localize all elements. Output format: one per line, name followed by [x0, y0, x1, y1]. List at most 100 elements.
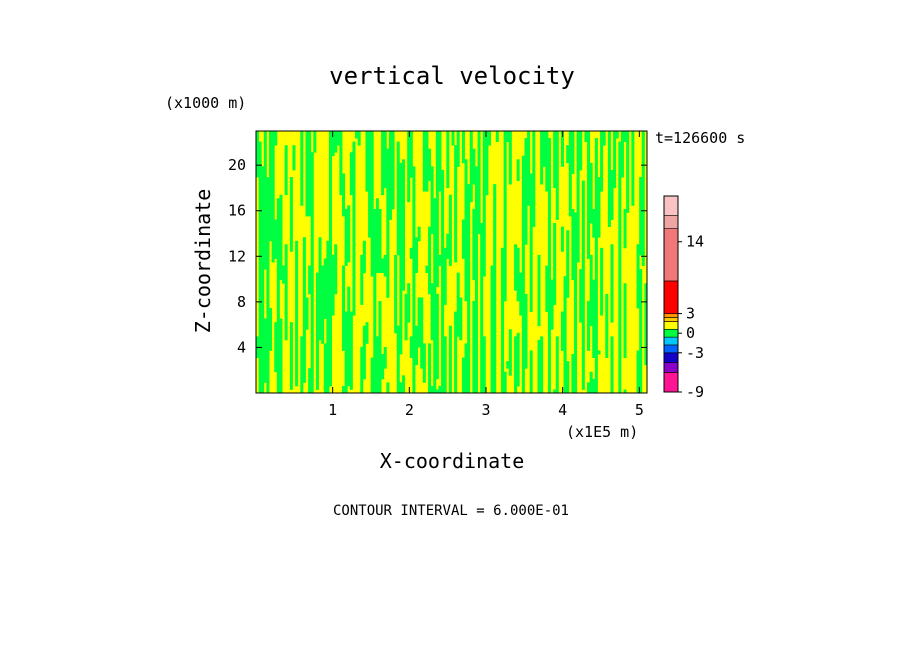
- colorbar-level: [663, 344, 679, 354]
- field-cell: [370, 131, 374, 277]
- field-cell: [639, 269, 643, 394]
- field-cell: [493, 184, 497, 394]
- field-cell: [344, 208, 348, 266]
- field-cell: [592, 378, 596, 394]
- field-cell: [256, 131, 260, 178]
- y-tick-label: 16: [228, 202, 246, 220]
- field-cell: [524, 138, 528, 245]
- field-cell: [566, 361, 570, 394]
- field-cell: [461, 219, 465, 259]
- field-cell: [626, 131, 630, 213]
- field-cell: [542, 131, 546, 167]
- field-cell: [560, 131, 564, 167]
- field-cell: [339, 131, 343, 196]
- field-cell: [352, 141, 356, 316]
- field-cell: [373, 208, 377, 394]
- field-cell: [269, 308, 273, 351]
- field-cell: [589, 162, 593, 224]
- field-cell: [381, 131, 385, 196]
- field-cell: [441, 169, 445, 394]
- field-cell: [302, 237, 306, 383]
- field-cell: [274, 322, 278, 373]
- field-cell: [474, 166, 478, 394]
- colorbar-level: [663, 372, 679, 393]
- field-cell: [446, 233, 450, 259]
- colorbar-level: [663, 328, 679, 338]
- field-cell: [334, 131, 338, 153]
- field-cell: [430, 283, 434, 341]
- field-cell: [446, 131, 450, 189]
- field-cell: [461, 131, 465, 164]
- field-cell: [623, 389, 627, 394]
- field-cell: [401, 159, 405, 291]
- field-cell: [592, 208, 596, 238]
- field-cell: [448, 325, 452, 394]
- field-cell: [571, 131, 575, 174]
- colorbar-level: [663, 215, 679, 229]
- field-cell: [375, 336, 379, 394]
- field-cell: [383, 346, 387, 369]
- field-cell: [508, 329, 512, 376]
- field-cell: [516, 332, 520, 387]
- colorbar-tick-label: 0: [686, 324, 695, 342]
- field-cell: [472, 148, 476, 185]
- field-cell: [607, 131, 611, 227]
- field-cell: [537, 254, 541, 327]
- field-cell: [378, 300, 382, 394]
- field-cell: [391, 131, 395, 210]
- field-cell: [425, 265, 429, 274]
- field-cell: [454, 145, 458, 263]
- field-cell: [451, 131, 455, 146]
- field-cell: [529, 350, 533, 394]
- field-cell: [404, 293, 408, 341]
- field-cell: [430, 166, 434, 235]
- field-cell: [587, 300, 591, 351]
- field-cell: [527, 131, 531, 206]
- colorbar-level: [663, 336, 679, 346]
- field-cell: [594, 138, 598, 394]
- field-cell: [284, 244, 288, 341]
- field-cell: [266, 177, 270, 394]
- field-cell: [396, 141, 400, 256]
- colorbar-tick-label: 14: [686, 233, 704, 251]
- y-axis-label: Z-coordinate: [191, 189, 215, 334]
- field-cell: [308, 368, 312, 394]
- y-tick-label: 8: [237, 293, 246, 311]
- field-cell: [524, 293, 528, 369]
- field-cell: [368, 131, 372, 238]
- field-cell: [514, 336, 518, 394]
- field-cell: [454, 311, 458, 394]
- colorbar-level: [663, 352, 679, 363]
- field-cell: [560, 311, 564, 351]
- field-cell: [584, 131, 588, 143]
- field-cell: [289, 322, 293, 390]
- field-cell: [610, 169, 614, 220]
- field-cell: [597, 177, 601, 238]
- field-cell: [308, 131, 312, 217]
- field-cell: [381, 354, 385, 380]
- field-cell: [305, 297, 309, 330]
- field-cell: [641, 131, 645, 266]
- field-cell: [409, 247, 413, 259]
- field-cell: [472, 208, 476, 281]
- field-cell: [615, 131, 619, 139]
- x-tick-label: 3: [481, 401, 490, 419]
- field-cell: [623, 208, 627, 249]
- field-cell: [386, 382, 390, 394]
- field-cell: [274, 219, 278, 259]
- field-cell: [550, 279, 554, 330]
- field-cell: [295, 240, 299, 387]
- field-cell: [547, 138, 551, 394]
- field-cell: [274, 131, 278, 146]
- field-cell: [430, 385, 434, 394]
- x-tick-label: 4: [558, 401, 567, 419]
- field-cell: [516, 247, 520, 302]
- field-cell: [568, 131, 572, 217]
- field-cell: [540, 336, 544, 394]
- contour-interval-label: CONTOUR INTERVAL = 6.000E-01: [333, 503, 569, 519]
- field-cell: [263, 318, 267, 383]
- field-cell: [269, 131, 273, 242]
- field-cell: [477, 131, 481, 235]
- field-cell: [409, 336, 413, 358]
